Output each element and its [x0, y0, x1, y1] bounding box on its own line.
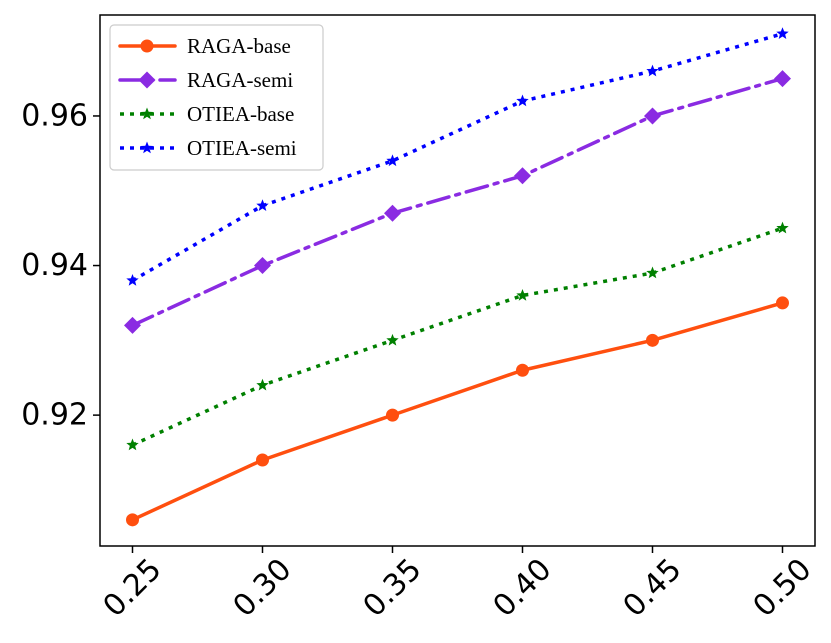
legend-marker [140, 141, 154, 154]
x-tick-label: 0.45 [617, 552, 689, 624]
series-raga-semi [124, 70, 791, 334]
legend-entry: RAGA-semi [118, 68, 293, 92]
data-point [124, 316, 141, 334]
data-point [776, 27, 789, 39]
data-point [256, 199, 269, 211]
legend-marker [140, 107, 154, 120]
plot-frame [99, 14, 816, 547]
legend-entry: OTIEA-semi [120, 136, 297, 160]
data-point [516, 288, 529, 301]
series-raga-base [126, 296, 789, 527]
data-point [776, 296, 789, 310]
series-line [130, 301, 785, 522]
data-point [256, 453, 269, 467]
series-line [131, 226, 784, 447]
data-point [514, 167, 531, 185]
data-point [384, 204, 401, 222]
legend-marker [140, 39, 154, 53]
legend-entry: RAGA-base [118, 34, 291, 58]
x-tick-label: 0.30 [227, 552, 299, 624]
legend-label: RAGA-base [187, 34, 291, 58]
series-layer [124, 27, 791, 527]
legend-label: RAGA-semi [187, 68, 293, 92]
legend-entry: OTIEA-base [120, 102, 294, 126]
data-point [646, 64, 659, 77]
y-tick-label: 0.92 [21, 398, 88, 433]
x-tick-label: 0.25 [97, 552, 169, 624]
legend-label: OTIEA-semi [187, 136, 297, 160]
x-tick-label: 0.35 [357, 552, 429, 624]
data-point [516, 363, 529, 377]
data-point [256, 378, 269, 391]
data-point [776, 221, 789, 234]
y-tick-label: 0.96 [21, 98, 88, 133]
x-tick-label: 0.40 [487, 552, 559, 624]
series-otiea-base [126, 221, 789, 451]
x-tick-label: 0.50 [747, 552, 819, 624]
y-tick-label: 0.94 [21, 248, 88, 283]
data-point [646, 266, 659, 279]
legend-label: OTIEA-base [187, 102, 294, 126]
data-point [386, 408, 399, 422]
legend-box [109, 24, 324, 171]
data-point [126, 513, 139, 527]
series-otiea-semi [126, 27, 789, 286]
data-point [126, 274, 139, 286]
data-point [646, 333, 659, 347]
legend: RAGA-base RAGA-semi OTIEA-base OTIEA-semi [109, 24, 324, 171]
data-point [774, 70, 791, 88]
legend-marker [138, 71, 156, 89]
data-point [386, 333, 399, 346]
data-point [126, 438, 139, 451]
data-point [644, 107, 661, 125]
data-point [386, 154, 399, 167]
data-point [516, 94, 529, 107]
series-line [130, 76, 785, 328]
data-point [254, 257, 271, 275]
